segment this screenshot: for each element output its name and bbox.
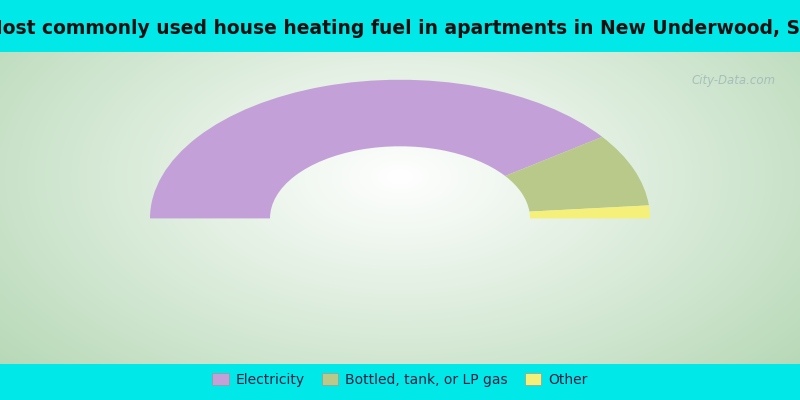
- Wedge shape: [505, 137, 649, 212]
- Wedge shape: [530, 205, 650, 218]
- Wedge shape: [150, 80, 602, 218]
- Text: City-Data.com: City-Data.com: [692, 74, 776, 87]
- Text: Most commonly used house heating fuel in apartments in New Underwood, SD: Most commonly used house heating fuel in…: [0, 19, 800, 38]
- Legend: Electricity, Bottled, tank, or LP gas, Other: Electricity, Bottled, tank, or LP gas, O…: [206, 368, 594, 392]
